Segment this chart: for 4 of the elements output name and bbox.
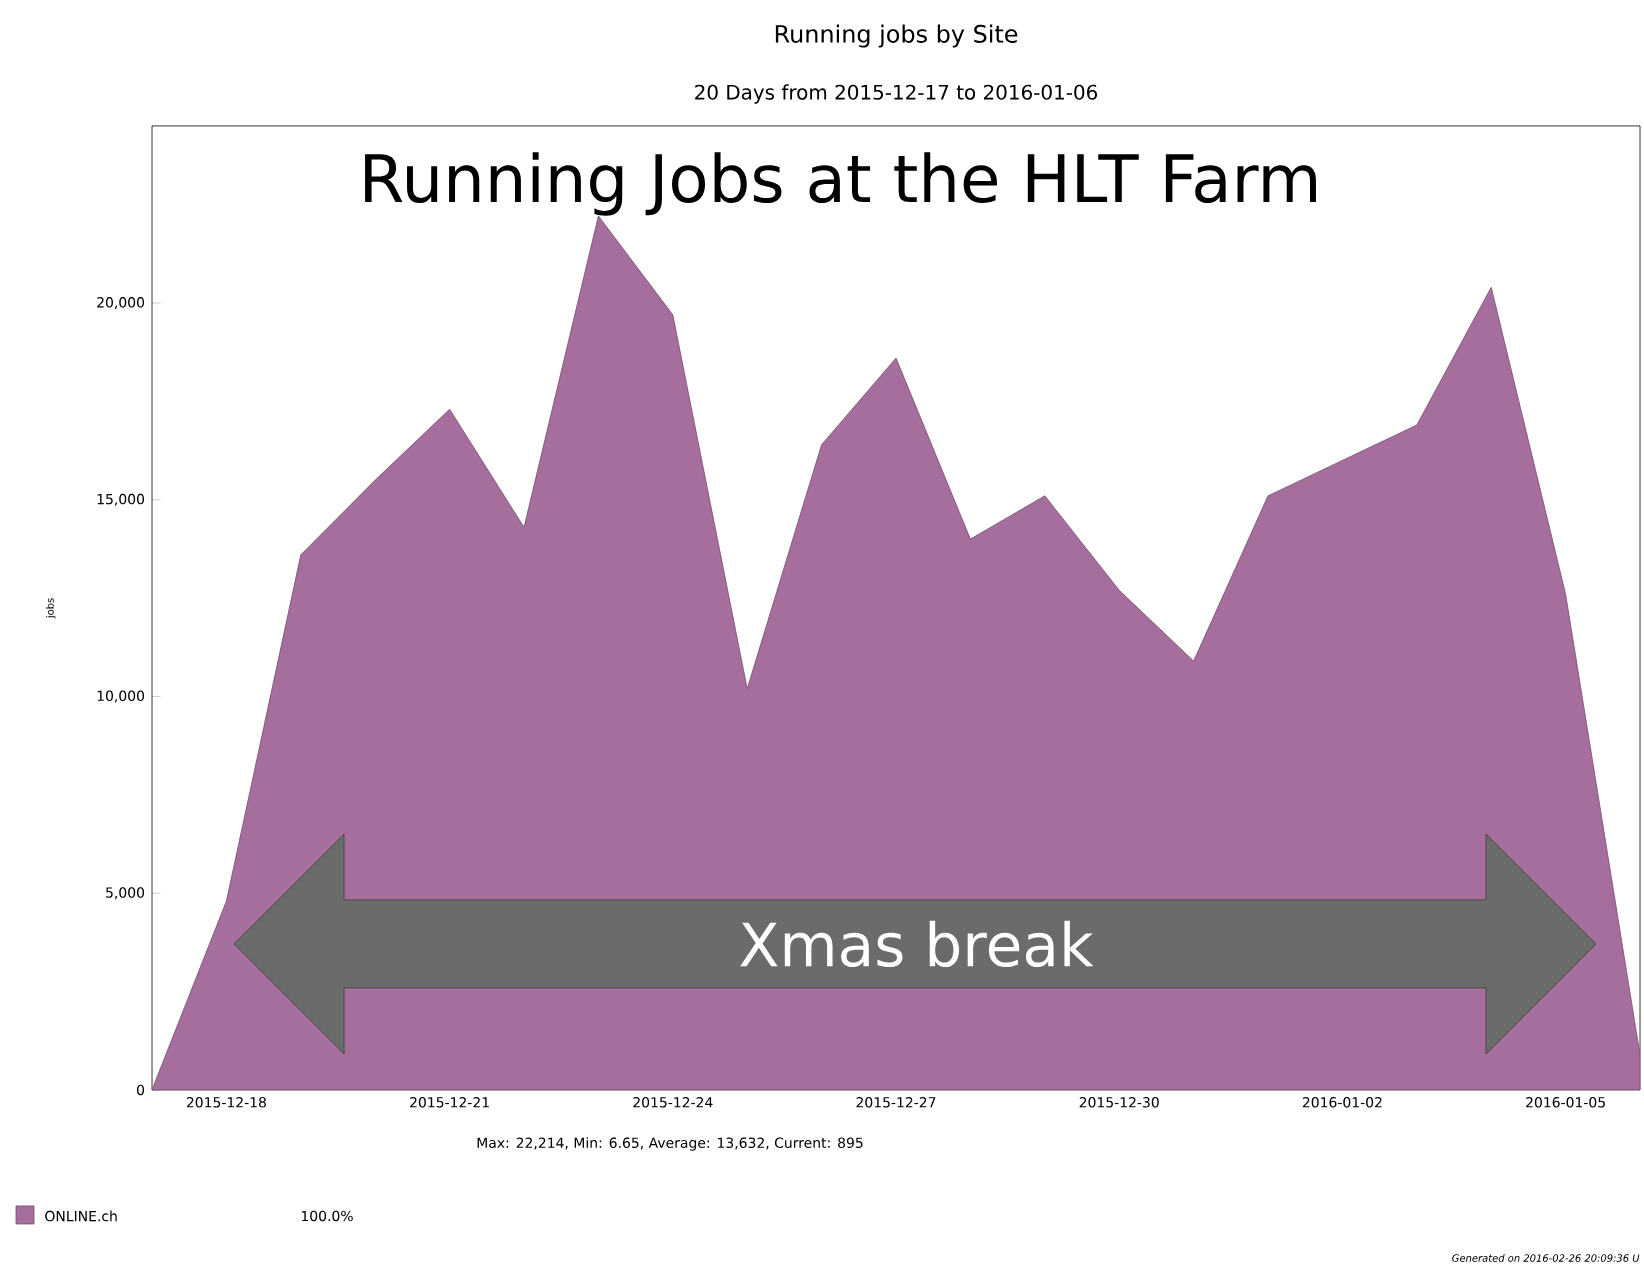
annotation: Running Jobs at the HLT Farm [365,152,1316,216]
annotation: Xmas break [740,920,1094,968]
chart-subtitle: 20 Days from 2015-12-17 to 2016-01-06 [695,84,1098,104]
chart-title: Running jobs by Site [775,24,1018,48]
